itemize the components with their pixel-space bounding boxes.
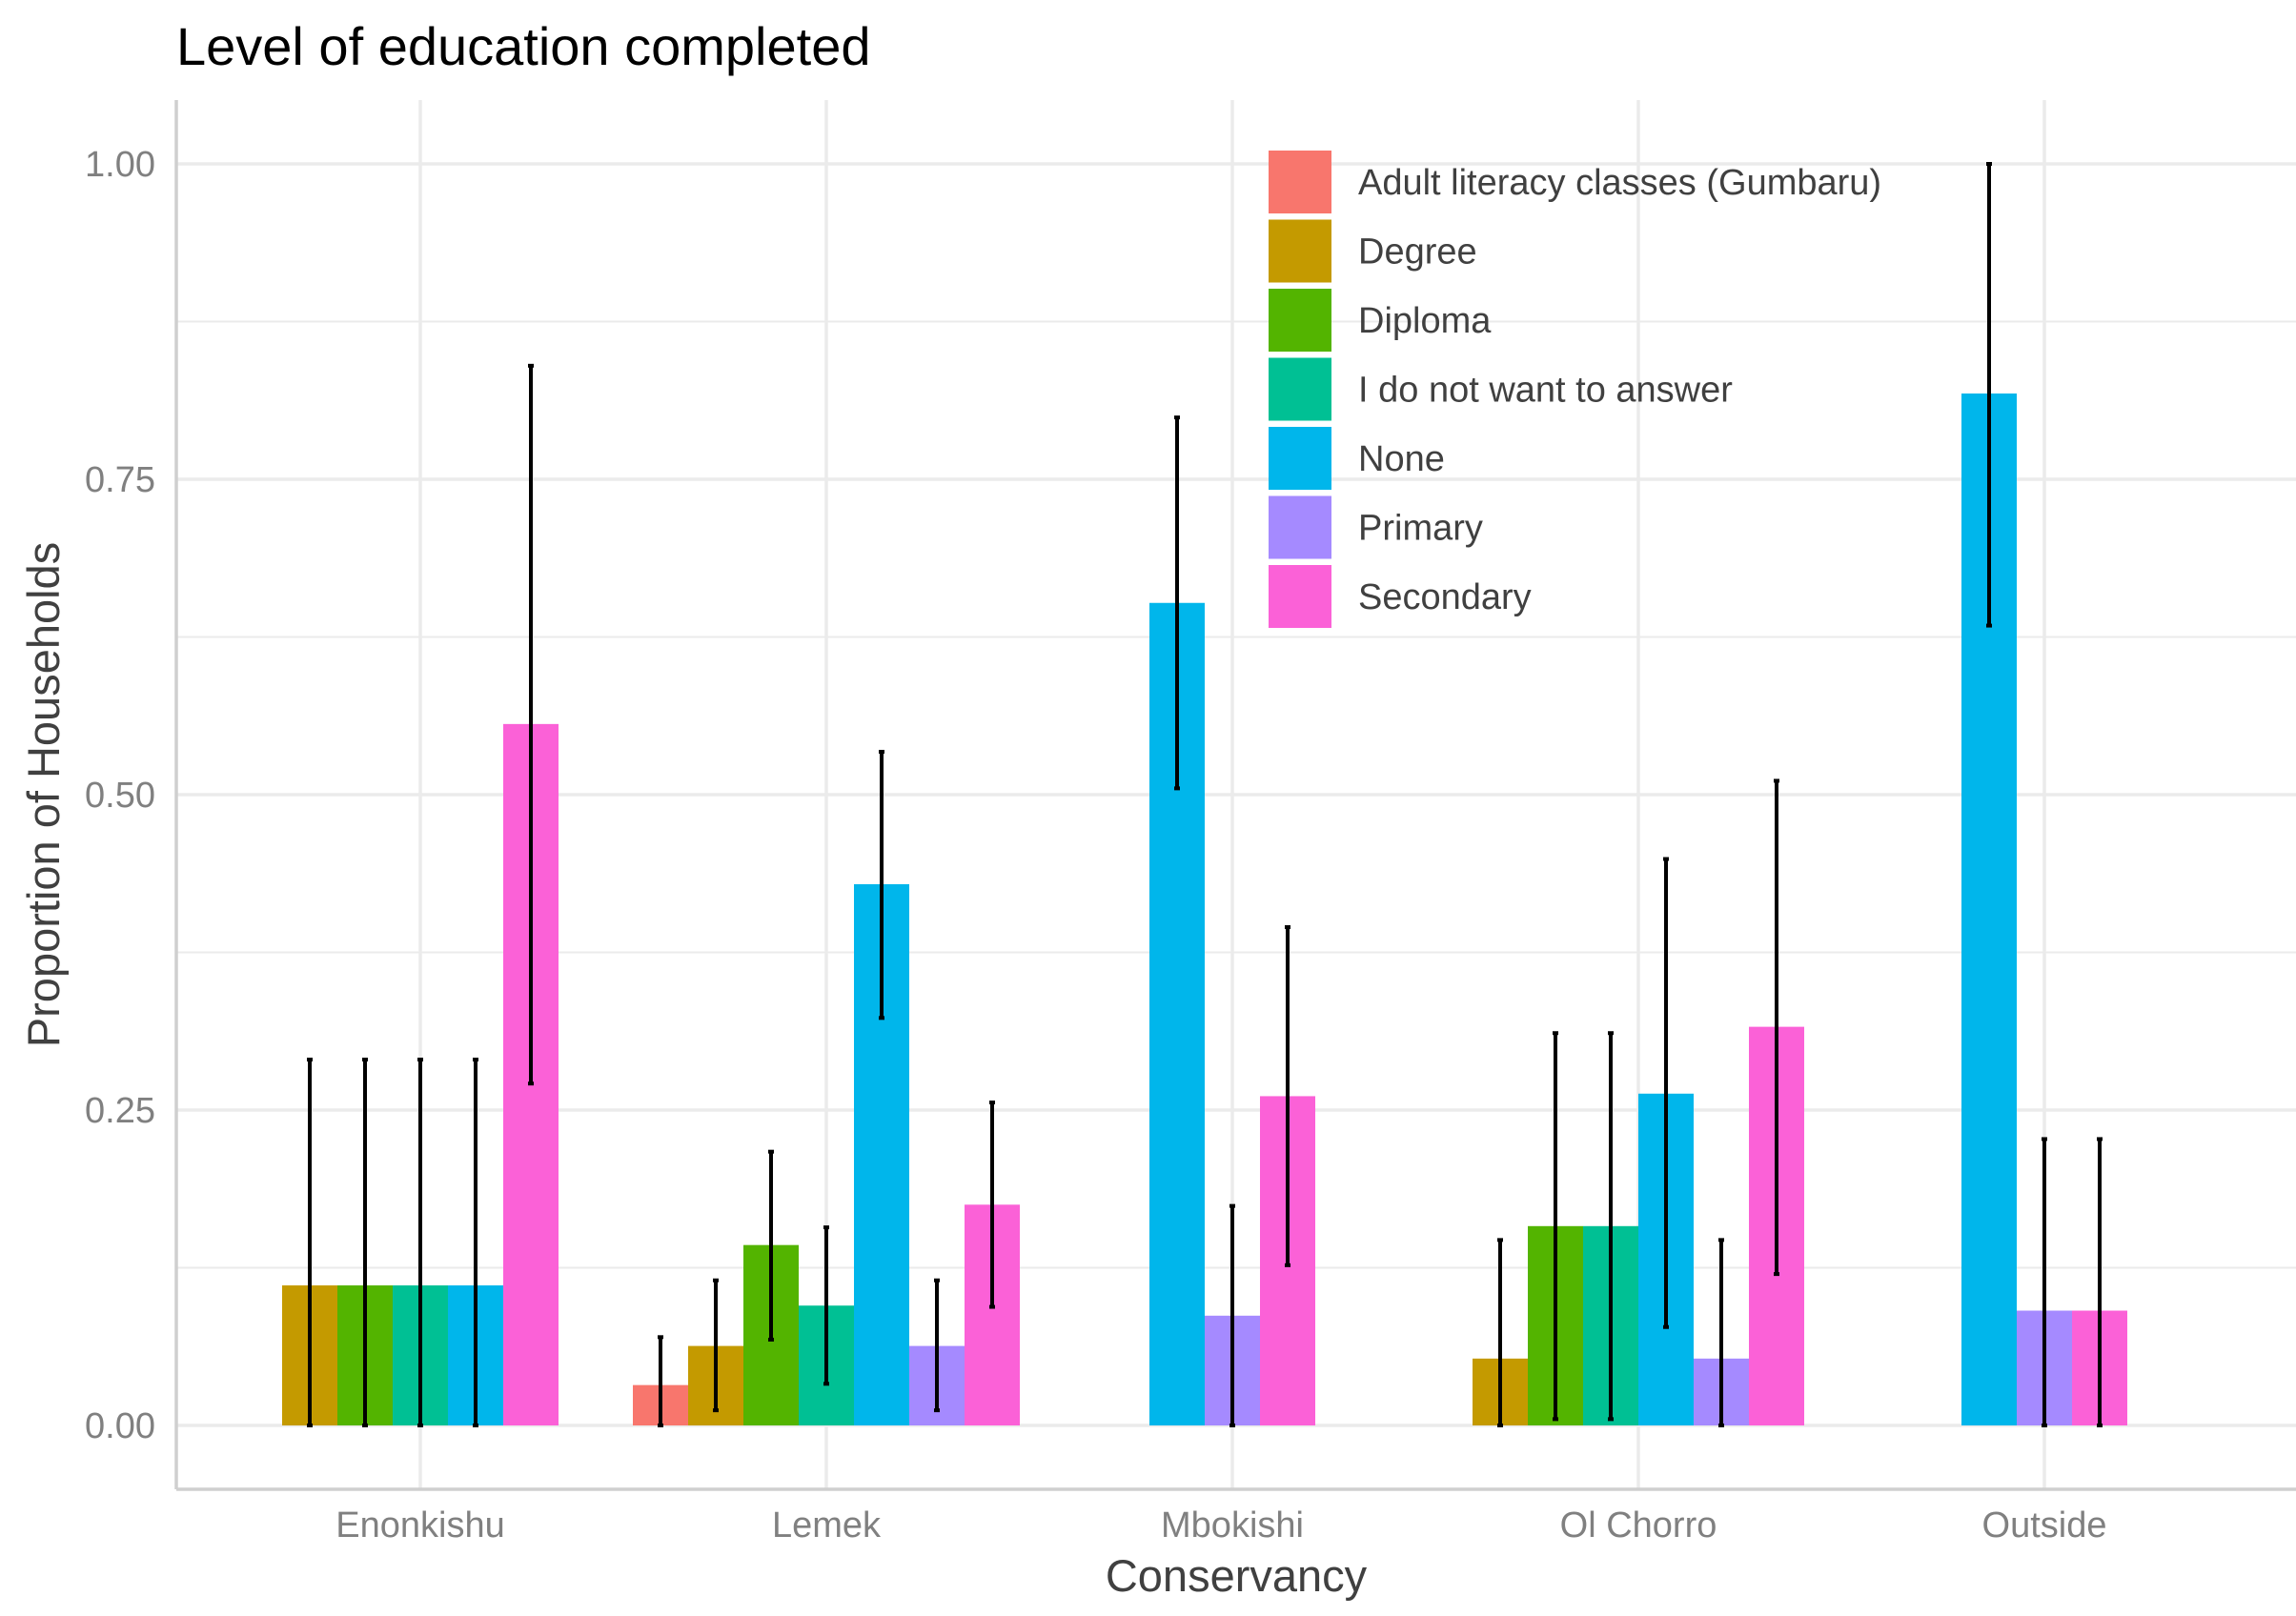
y-tick-label: 0.75 (85, 460, 155, 500)
legend-key (1269, 565, 1331, 628)
y-tick-label: 0.00 (85, 1406, 155, 1446)
legend-label: None (1358, 439, 1445, 479)
legend-label: Diploma (1358, 301, 1492, 341)
legend-label: Adult literacy classes (Gumbaru) (1358, 163, 1881, 203)
chart-title: Level of education completed (176, 16, 871, 76)
x-tick-label: Enonkishu (335, 1505, 504, 1545)
y-tick-label: 1.00 (85, 145, 155, 185)
legend-key (1269, 495, 1331, 559)
legend-key (1269, 151, 1331, 213)
legend-key (1269, 289, 1331, 352)
legend-label: I do not want to answer (1358, 371, 1733, 411)
legend-label: Degree (1358, 232, 1477, 273)
x-tick-labels: Enonkishu Lemek Mbokishi Ol Chorro Outside (335, 1505, 2106, 1545)
y-tick-label: 0.50 (85, 776, 155, 816)
x-tick-label: Outside (1982, 1505, 2107, 1545)
x-tick-label: Ol Chorro (1560, 1505, 1717, 1545)
legend-key (1269, 357, 1331, 421)
legend-key (1269, 219, 1331, 283)
y-tick-labels: 0.00 0.25 0.50 0.75 1.00 (85, 145, 155, 1446)
y-tick-label: 0.25 (85, 1091, 155, 1131)
legend-label: Secondary (1358, 577, 1532, 617)
legend-key (1269, 427, 1331, 490)
legend-label: Primary (1358, 509, 1483, 549)
axes (174, 100, 2296, 1491)
x-tick-label: Lemek (772, 1505, 882, 1545)
y-axis-title: Proportion of Households (18, 542, 69, 1047)
error-bars (307, 162, 2103, 1427)
legend: Adult literacy classes (Gumbaru) Degree Di… (1269, 151, 1881, 628)
x-tick-label: Mbokishi (1161, 1505, 1304, 1545)
bars (282, 393, 2127, 1425)
x-axis-title: Conservancy (1106, 1550, 1368, 1601)
